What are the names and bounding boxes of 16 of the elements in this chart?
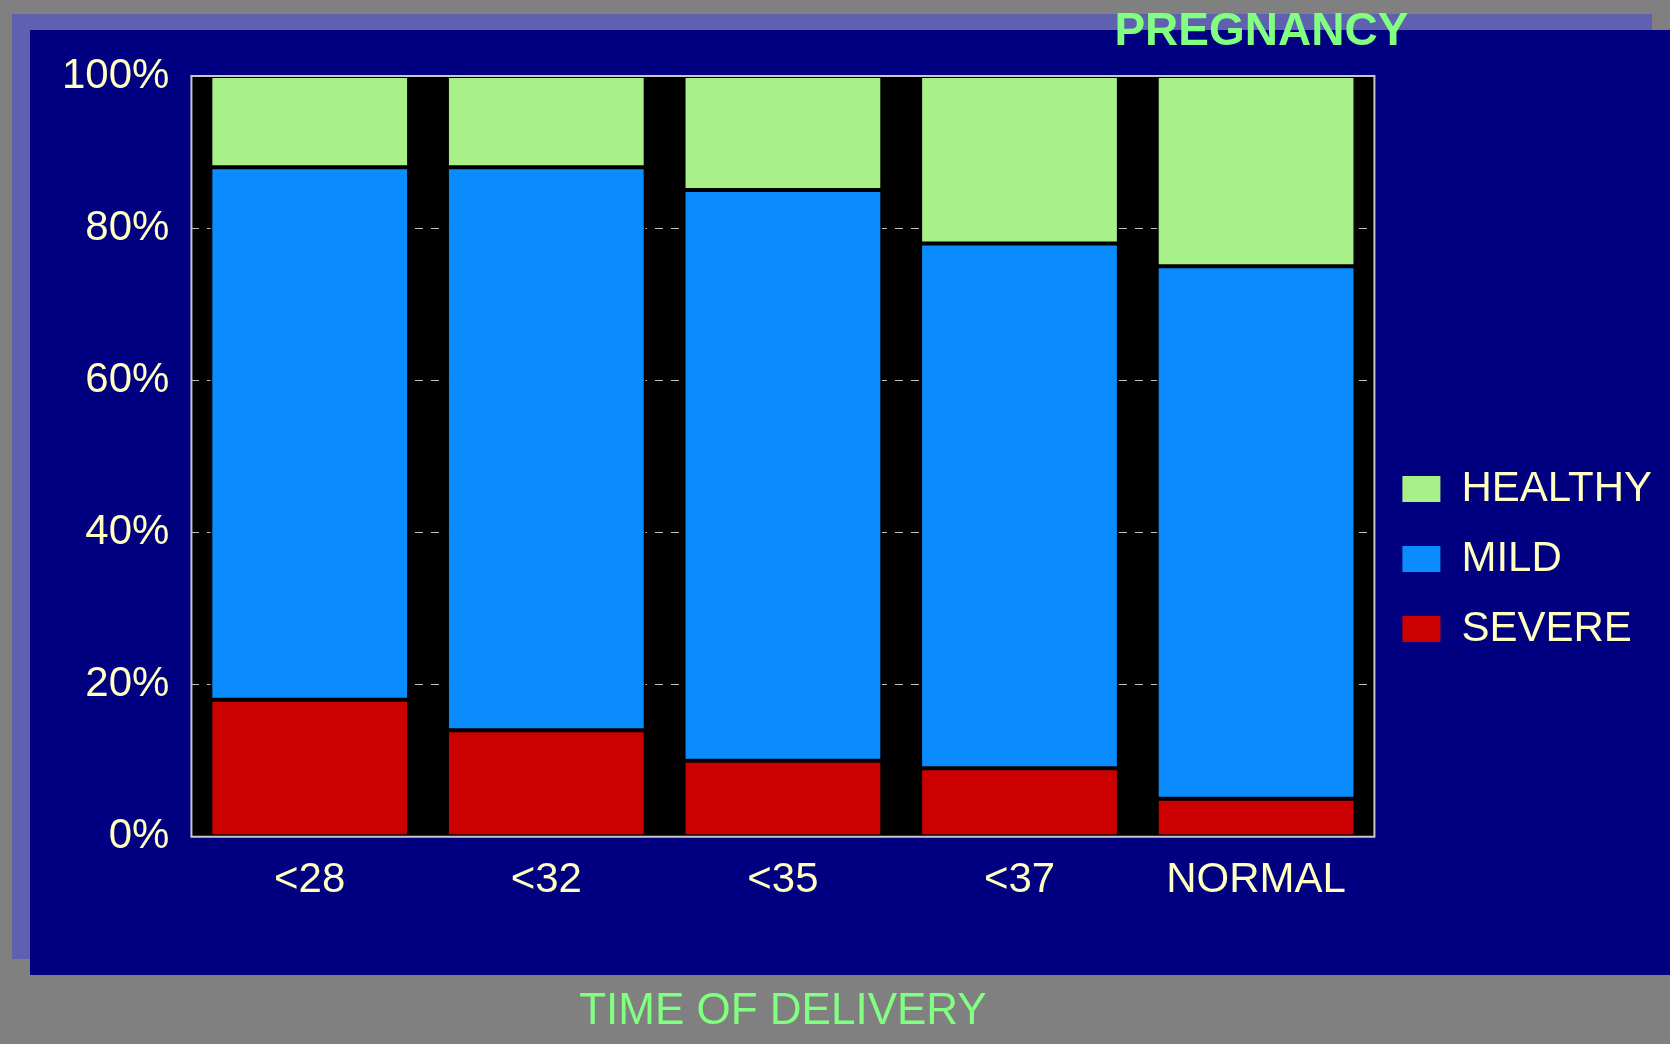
x-tick-label: NORMAL: [1166, 853, 1346, 901]
legend-label: HEALTHY: [1461, 462, 1653, 510]
y-tick-label: 100%: [62, 49, 170, 97]
legend-label: SEVERE: [1461, 602, 1632, 650]
chart-title: PREGNANCY: [1114, 2, 1409, 55]
legend-label: MILD: [1461, 532, 1562, 580]
y-tick-label: 20%: [85, 658, 170, 706]
x-tick-label: <35: [747, 853, 819, 901]
y-tick-label: 60%: [85, 353, 170, 401]
x-tick-label: <37: [983, 853, 1056, 901]
y-tick-label: 80%: [85, 201, 170, 249]
y-tick-label: 40%: [85, 506, 170, 554]
x-axis-title: TIME OF DELIVERY: [579, 983, 987, 1033]
x-tick-label: <32: [510, 853, 582, 901]
y-tick-label: 0%: [108, 810, 170, 858]
x-tick-label: <28: [274, 853, 346, 901]
